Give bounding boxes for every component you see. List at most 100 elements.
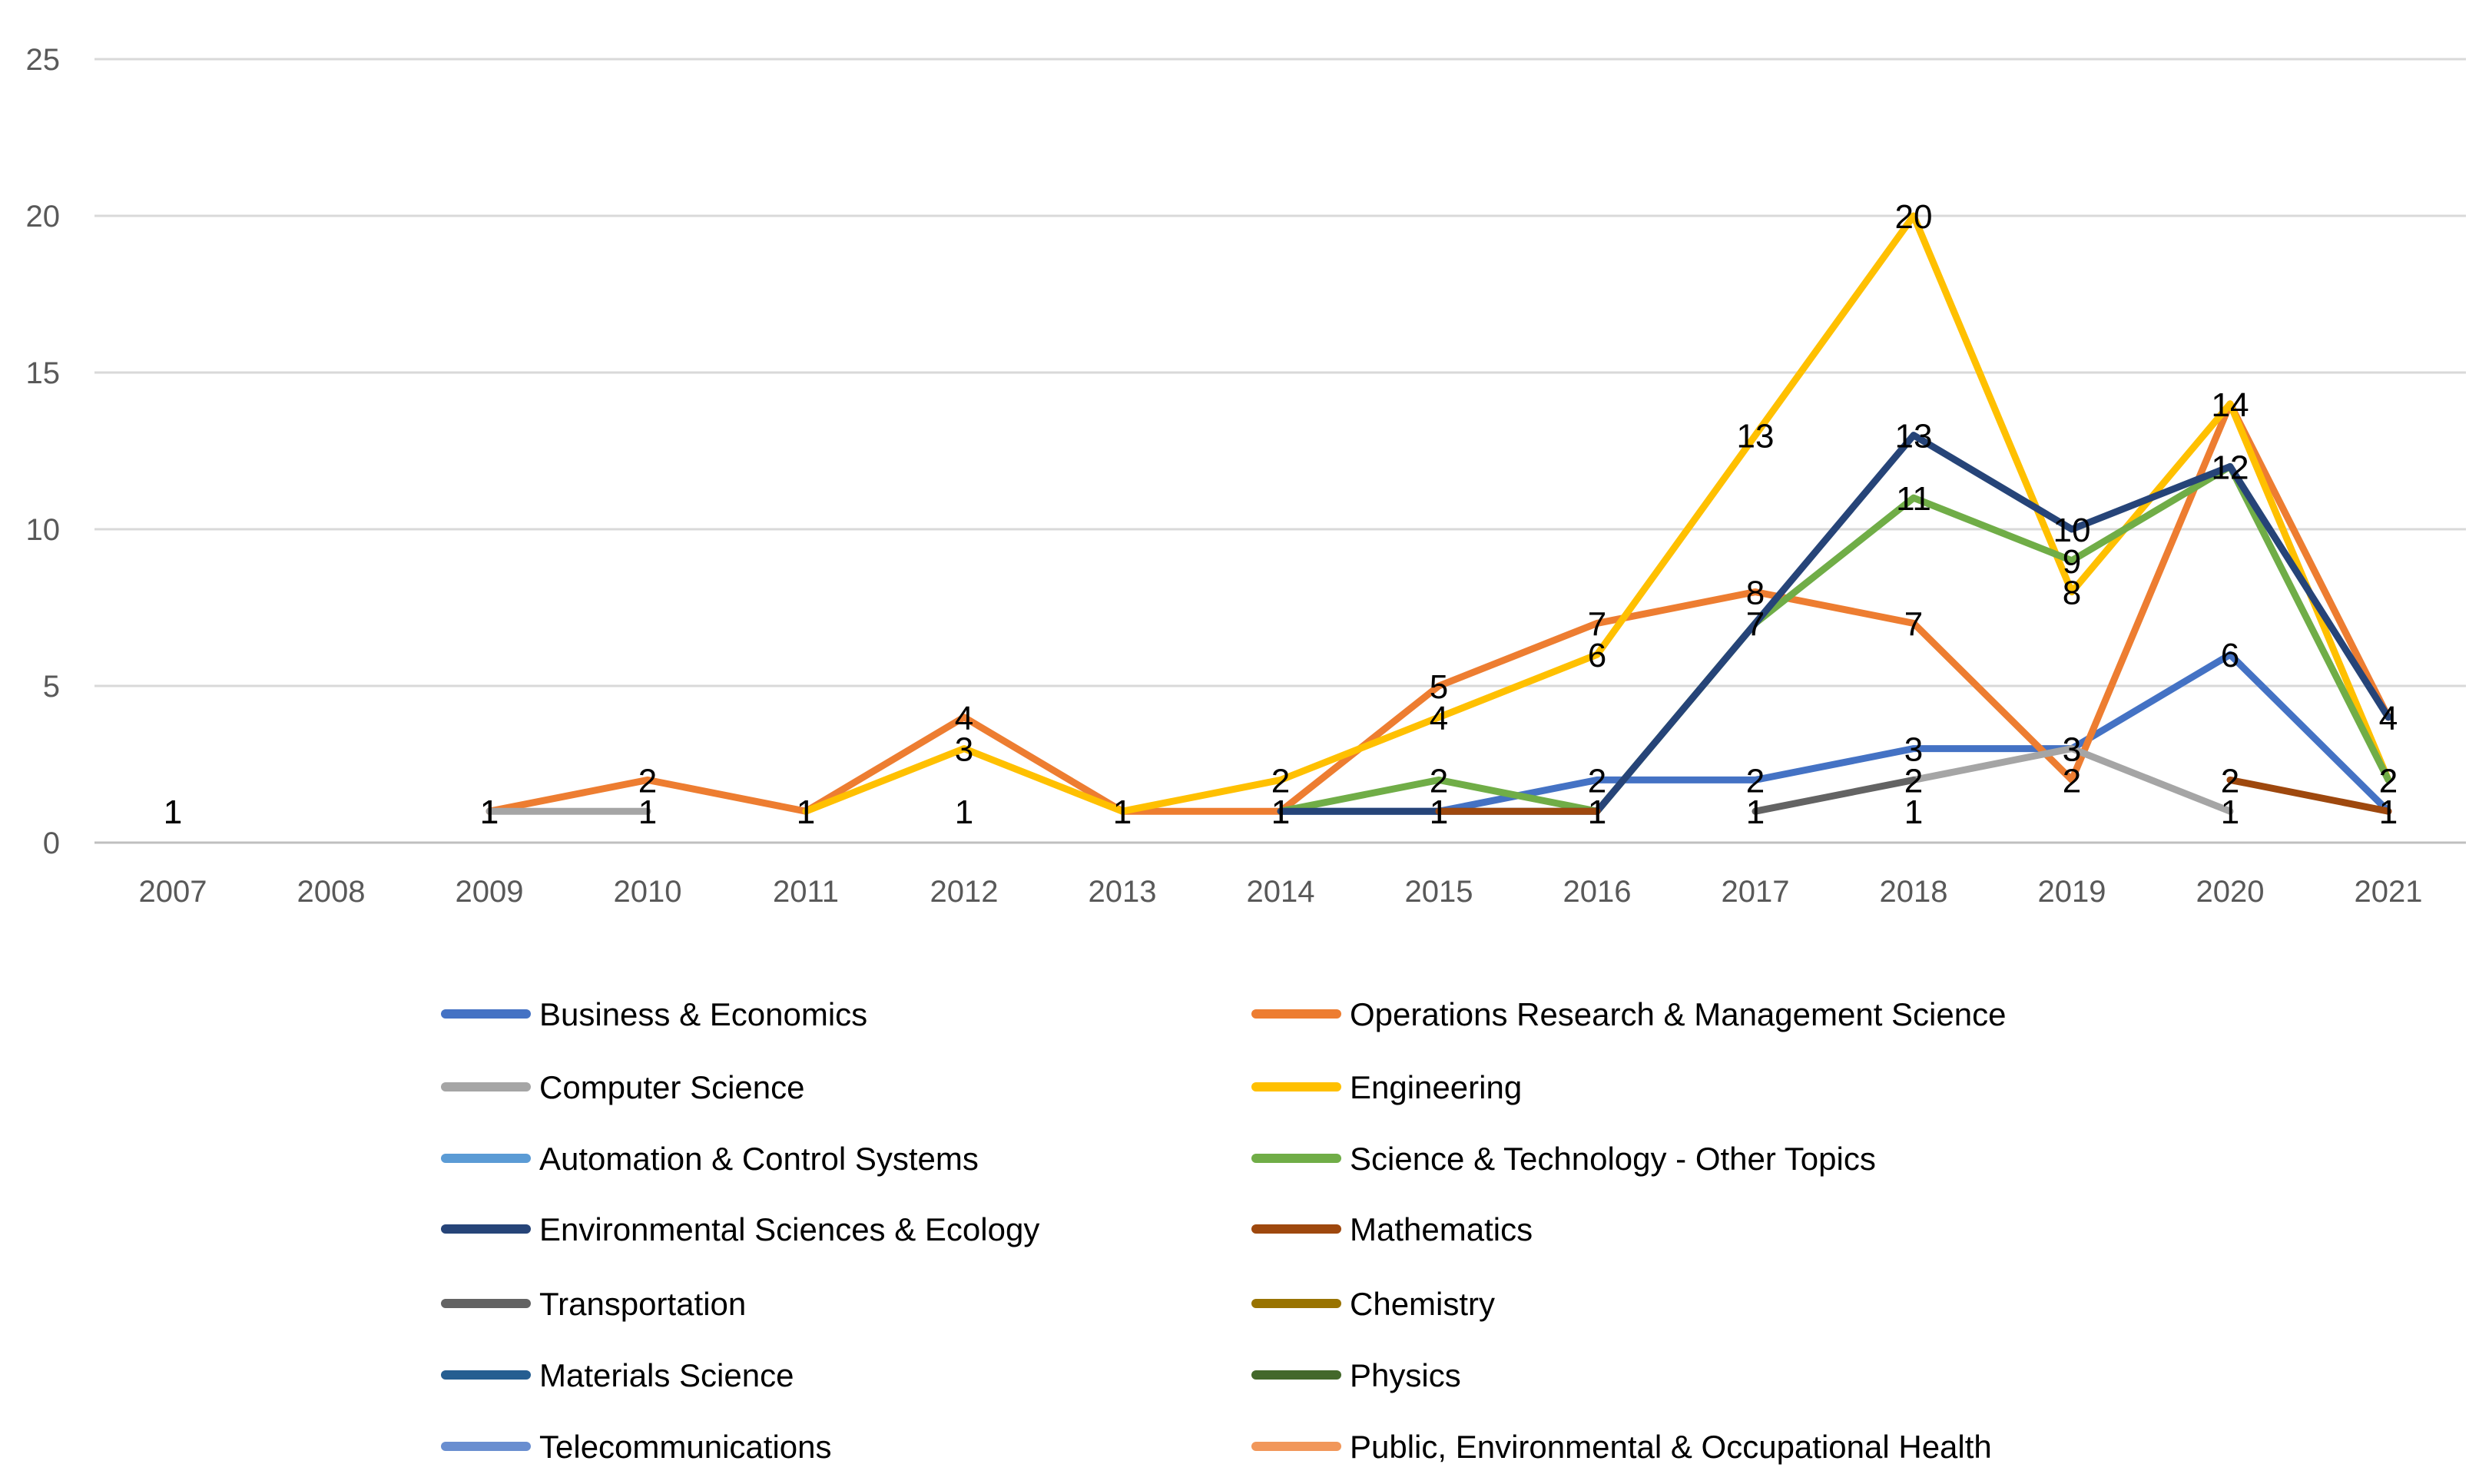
x-tick-label: 2014 (1247, 875, 1315, 909)
x-tick-label: 2009 (456, 875, 524, 909)
legend-label: Operations Research & Management Science (1350, 996, 2006, 1032)
data-label: 20 (1895, 198, 1933, 236)
data-label: 2 (2379, 762, 2398, 800)
y-axis-tick-labels: 0 5 10 15 20 25 (26, 43, 61, 860)
data-label: 1 (797, 793, 815, 831)
legend-item: Operations Research & Management Science (1251, 996, 2006, 1032)
data-label: 1 (2379, 793, 2398, 831)
legend-item: Mathematics (1251, 1211, 1533, 1247)
data-label: 9 (2063, 543, 2081, 581)
data-label: 2 (1746, 762, 1765, 800)
data-label: 1 (1588, 793, 1606, 831)
x-tick-label: 2019 (2038, 875, 2106, 909)
data-label: 1 (164, 793, 182, 831)
y-tick-label: 0 (43, 826, 60, 860)
legend-label: Computer Science (539, 1069, 805, 1105)
x-tick-label: 2011 (773, 875, 839, 909)
data-label: 1 (1271, 793, 1290, 831)
data-label: 1 (1430, 793, 1448, 831)
data-label: 2 (2221, 762, 2239, 800)
y-tick-label: 25 (26, 43, 61, 77)
data-label: 1 (1113, 793, 1132, 831)
data-label: 2 (1904, 762, 1923, 800)
series-line (1277, 462, 2392, 815)
data-label: 1 (1271, 793, 1290, 831)
data-label: 7 (1588, 605, 1606, 643)
data-label: 1 (1271, 793, 1290, 831)
data-label: 1 (1113, 793, 1132, 831)
gridlines (94, 58, 2466, 844)
data-label: 2 (1904, 762, 1923, 800)
legend-label: Engineering (1350, 1069, 1522, 1105)
series-line (2226, 776, 2392, 815)
data-label: 12 (2212, 449, 2249, 486)
series-line (1752, 776, 1917, 815)
data-label: 8 (1746, 575, 1765, 612)
data-label: 10 (2053, 512, 2091, 549)
x-tick-label: 2008 (297, 875, 366, 909)
legend-item: Chemistry (1251, 1286, 1495, 1322)
legend-item: Science & Technology - Other Topics (1251, 1141, 1876, 1177)
series-line (1277, 651, 2392, 815)
legend-label: Telecommunications (539, 1429, 832, 1465)
legend-item: Automation & Control Systems (441, 1141, 979, 1177)
data-label: 13 (1737, 418, 1775, 455)
x-tick-label: 2018 (1880, 875, 1948, 909)
data-label: 1 (1904, 793, 1923, 831)
data-label: 2 (2063, 762, 2081, 800)
x-tick-label: 2015 (1405, 875, 1473, 909)
x-tick-label: 2012 (930, 875, 999, 909)
data-label: 1 (480, 793, 499, 831)
data-label: 7 (1746, 605, 1765, 643)
legend-label: Automation & Control Systems (539, 1141, 979, 1177)
data-label: 13 (1895, 418, 1933, 455)
series-lines (486, 212, 2392, 815)
x-axis-tick-labels: 2007 2008 2009 2010 2011 2012 2013 2014 2015 2016… (139, 875, 2423, 909)
legend-label: Environmental Sciences & Ecology (539, 1211, 1039, 1247)
data-label: 8 (2063, 575, 2081, 612)
data-label: 6 (2221, 637, 2239, 674)
data-label: 2 (1271, 762, 1290, 800)
data-label: 7 (1904, 605, 1923, 643)
y-tick-label: 10 (26, 513, 61, 547)
legend: Business & Economics Operations Research … (441, 996, 2006, 1465)
data-label: 2 (1588, 762, 1606, 800)
data-label: 1 (2379, 793, 2398, 831)
legend-label: Science & Technology - Other Topics (1350, 1141, 1876, 1177)
legend-label: Public, Environmental & Occupational Hea… (1350, 1429, 1992, 1465)
data-label: 1 (797, 793, 815, 831)
x-tick-label: 2013 (1089, 875, 1157, 909)
data-label: 2 (638, 762, 657, 800)
legend-item: Environmental Sciences & Ecology (441, 1211, 1039, 1247)
data-label: 1 (480, 793, 499, 831)
legend-item: Physics (1251, 1357, 1461, 1393)
legend-item: Telecommunications (441, 1429, 832, 1465)
legend-item: Computer Science (441, 1069, 805, 1105)
data-label: 3 (1904, 731, 1923, 769)
x-tick-label: 2020 (2196, 875, 2265, 909)
data-label: 1 (164, 793, 182, 831)
data-label: 11 (1896, 480, 1931, 518)
data-label: 6 (1588, 637, 1606, 674)
data-label: 1 (1430, 793, 1448, 831)
data-label: 5 (1430, 668, 1448, 706)
data-label: 4 (2379, 700, 2398, 737)
data-label: 2 (1430, 762, 1448, 800)
data-label: 1 (955, 793, 973, 831)
data-label: 14 (2212, 386, 2249, 424)
data-label: 1 (480, 793, 499, 831)
x-tick-label: 2017 (1722, 875, 1790, 909)
data-label: 1 (1746, 793, 1765, 831)
y-tick-label: 15 (26, 356, 61, 390)
x-tick-label: 2010 (614, 875, 682, 909)
data-label: 12 (2212, 449, 2249, 486)
data-label: 1 (1430, 793, 1448, 831)
data-label: 1 (2221, 793, 2239, 831)
legend-item: Business & Economics (441, 996, 867, 1032)
legend-label: Business & Economics (539, 996, 867, 1032)
legend-label: Physics (1350, 1357, 1461, 1393)
legend-label: Chemistry (1350, 1286, 1495, 1322)
data-label: 14 (2212, 386, 2249, 424)
legend-item: Transportation (441, 1286, 746, 1322)
